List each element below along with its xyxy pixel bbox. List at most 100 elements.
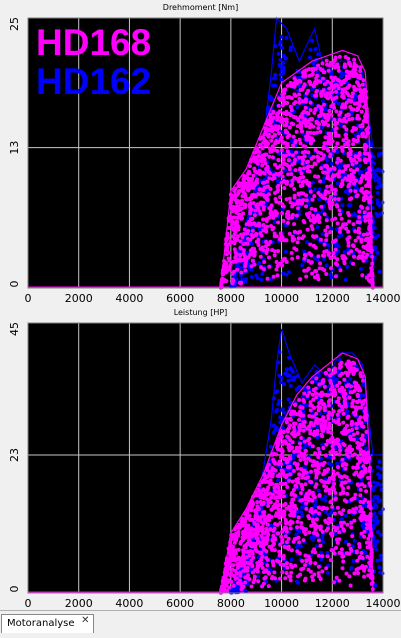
point [321, 479, 325, 484]
point [294, 445, 299, 450]
point [269, 495, 274, 500]
point [322, 122, 326, 127]
point [344, 571, 349, 576]
tab-motoranalyse[interactable]: Motoranalyse ✕ [1, 614, 94, 633]
point [322, 468, 327, 473]
point [230, 271, 235, 276]
point [289, 183, 294, 188]
point [297, 384, 302, 389]
point [344, 226, 349, 231]
point [320, 119, 325, 124]
point [303, 482, 308, 487]
point [275, 273, 280, 278]
point [371, 488, 376, 493]
point [359, 237, 364, 242]
point [331, 102, 336, 107]
power-chart-panel: Leistung [HP] 0 23 45 0 2000 4000 6000 8000 1000… [0, 305, 401, 610]
point [347, 219, 352, 224]
point [333, 490, 338, 495]
point [351, 437, 356, 442]
point [304, 204, 308, 209]
point [331, 409, 336, 414]
point [297, 84, 302, 89]
point [273, 72, 278, 77]
point [264, 195, 269, 200]
point [237, 207, 242, 212]
point [272, 548, 277, 553]
point [261, 228, 266, 233]
point [283, 576, 288, 581]
point [255, 506, 260, 511]
point [364, 517, 369, 522]
point [360, 442, 365, 447]
point [378, 511, 383, 516]
y-tick-label: 0 [8, 586, 21, 593]
point [287, 125, 292, 130]
point [262, 132, 267, 137]
point [328, 272, 333, 277]
point [335, 461, 340, 466]
point [371, 525, 376, 530]
point [298, 141, 303, 146]
point [351, 261, 356, 266]
point [284, 197, 289, 202]
point [235, 565, 240, 570]
point [362, 529, 367, 534]
point [377, 565, 382, 570]
point [282, 527, 287, 532]
point [310, 549, 315, 554]
point [354, 426, 359, 431]
point [378, 498, 383, 503]
point [348, 203, 353, 208]
point [310, 227, 315, 232]
point [334, 227, 339, 232]
point [354, 72, 359, 77]
point [321, 144, 326, 149]
point [279, 462, 284, 466]
point [304, 198, 309, 203]
point [318, 129, 323, 134]
point [244, 589, 248, 594]
point [301, 84, 306, 89]
point [315, 273, 320, 278]
point [327, 398, 332, 403]
point [290, 479, 295, 484]
point [333, 390, 337, 395]
point [341, 79, 346, 83]
point [351, 559, 356, 563]
point [356, 456, 361, 461]
point [319, 550, 324, 555]
point [325, 184, 330, 189]
point [295, 519, 300, 524]
point [292, 195, 297, 200]
point [344, 127, 349, 132]
point [350, 91, 355, 96]
point [314, 234, 319, 239]
close-icon[interactable]: ✕ [81, 615, 90, 626]
point [296, 515, 301, 520]
point [337, 54, 342, 59]
point [321, 253, 325, 258]
point [372, 226, 377, 231]
point [229, 571, 234, 576]
point [349, 520, 354, 525]
point [232, 215, 237, 220]
point [339, 547, 344, 552]
point [258, 246, 263, 251]
point [326, 131, 331, 136]
point [317, 511, 321, 516]
point [378, 482, 383, 487]
point [361, 503, 366, 508]
point [339, 512, 344, 516]
point [318, 543, 323, 548]
point [262, 260, 267, 264]
point [323, 135, 328, 140]
point [278, 195, 283, 200]
point [352, 510, 357, 515]
point [358, 493, 363, 498]
point [333, 247, 338, 252]
point [327, 86, 332, 91]
point [308, 80, 313, 85]
point [276, 440, 281, 445]
